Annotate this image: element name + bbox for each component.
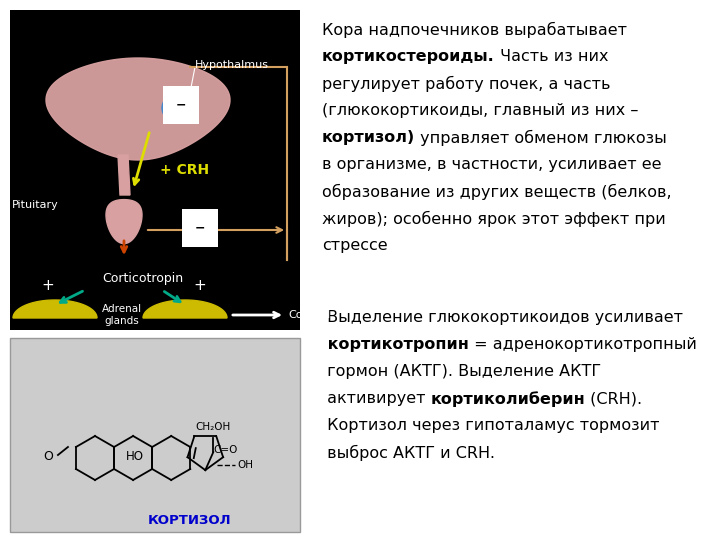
Circle shape <box>162 95 188 121</box>
Text: гормон (АКТГ). Выделение АКТГ: гормон (АКТГ). Выделение АКТГ <box>322 364 601 379</box>
Text: регулирует работу почек, а часть: регулирует работу почек, а часть <box>322 76 611 92</box>
Text: образование из других веществ (белков,: образование из других веществ (белков, <box>322 184 672 200</box>
Text: выброс АКТГ и CRH.: выброс АКТГ и CRH. <box>322 445 495 461</box>
Text: −: − <box>194 221 205 234</box>
Text: OH: OH <box>238 460 253 470</box>
Text: Hypothalmus: Hypothalmus <box>195 60 269 70</box>
Text: C=O: C=O <box>213 445 238 455</box>
Polygon shape <box>143 300 227 318</box>
Text: Adrenal
glands: Adrenal glands <box>102 304 142 326</box>
Text: +: + <box>42 278 55 293</box>
Bar <box>10 10 300 330</box>
Polygon shape <box>13 300 97 318</box>
Text: кортикостероиды.: кортикостероиды. <box>322 49 495 64</box>
Text: кортиколиберин: кортиколиберин <box>431 391 585 407</box>
Text: в организме, в частности, усиливает ее: в организме, в частности, усиливает ее <box>322 157 662 172</box>
Text: жиров); особенно ярок этот эффект при: жиров); особенно ярок этот эффект при <box>322 211 666 227</box>
Text: КОРТИЗОЛ: КОРТИЗОЛ <box>148 514 232 526</box>
Polygon shape <box>106 200 142 244</box>
Text: Corticotropin: Corticotropin <box>102 272 184 285</box>
Polygon shape <box>118 155 130 195</box>
Bar <box>10 338 300 532</box>
Text: Кортизол через гипоталамус тормозит: Кортизол через гипоталамус тормозит <box>322 418 660 433</box>
Text: (CRH).: (CRH). <box>585 391 642 406</box>
Text: кортизол): кортизол) <box>322 130 415 145</box>
Text: = адренокортикотропный: = адренокортикотропный <box>469 337 697 352</box>
Text: Кора надпочечников вырабатывает: Кора надпочечников вырабатывает <box>322 22 632 38</box>
Text: HO: HO <box>126 450 144 463</box>
Text: −: − <box>176 98 186 111</box>
Text: + CRH: + CRH <box>160 163 209 177</box>
Text: Pituitary: Pituitary <box>12 200 59 210</box>
Text: Cortisol: Cortisol <box>288 310 330 320</box>
Text: управляет обменом глюкозы: управляет обменом глюкозы <box>415 130 667 146</box>
Text: Часть из них: Часть из них <box>495 49 608 64</box>
Text: (глюкокортикоиды, главный из них –: (глюкокортикоиды, главный из них – <box>322 103 639 118</box>
Text: CH₂OH: CH₂OH <box>196 422 231 432</box>
Polygon shape <box>46 58 230 160</box>
Text: кортикотропин: кортикотропин <box>322 337 469 352</box>
Text: Выделение глюкокортикоидов усиливает: Выделение глюкокортикоидов усиливает <box>322 310 683 325</box>
Text: O: O <box>43 450 53 463</box>
Text: +: + <box>194 278 207 293</box>
Text: активирует: активирует <box>322 391 431 406</box>
Text: стрессе: стрессе <box>322 238 387 253</box>
